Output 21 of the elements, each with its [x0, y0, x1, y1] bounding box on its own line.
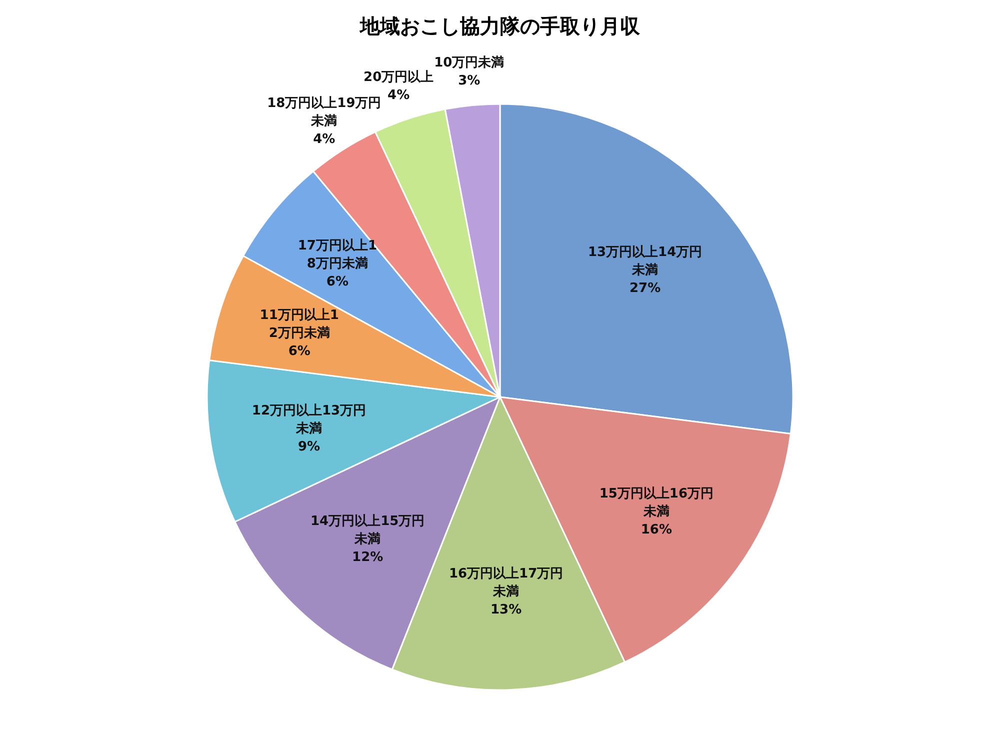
data-label: 27% — [629, 281, 661, 296]
data-label: 3% — [458, 73, 480, 88]
chart-title: 地域おこし協力隊の手取り月収 — [359, 14, 641, 38]
data-label: 4% — [313, 132, 336, 147]
slice-label: 11万円以上12万円未満 — [260, 308, 339, 341]
data-label: 4% — [388, 88, 410, 103]
data-label: 12% — [352, 550, 384, 565]
slice-label: 17万円以上18万円未満 — [298, 238, 378, 272]
slice-label: 16万円以上17万円未満 — [448, 566, 564, 600]
slice-label: 15万円以上16万円未満 — [599, 486, 714, 520]
data-label: 13% — [490, 602, 522, 618]
slice-label: 10万円未満 — [434, 55, 504, 70]
slice-label: 12万円以上13万円未満 — [252, 403, 366, 436]
slice-label: 13万円以上14万円未満 — [588, 245, 702, 278]
data-label: 6% — [288, 344, 310, 359]
data-label: 9% — [298, 439, 320, 454]
data-label: 6% — [326, 274, 348, 290]
slice-label: 20万円以上 — [364, 70, 434, 85]
slice-label: 18万円以上19万円未満 — [267, 96, 382, 129]
slice-label: 14万円以上15万円未満 — [310, 514, 425, 547]
data-label: 16% — [640, 522, 672, 538]
